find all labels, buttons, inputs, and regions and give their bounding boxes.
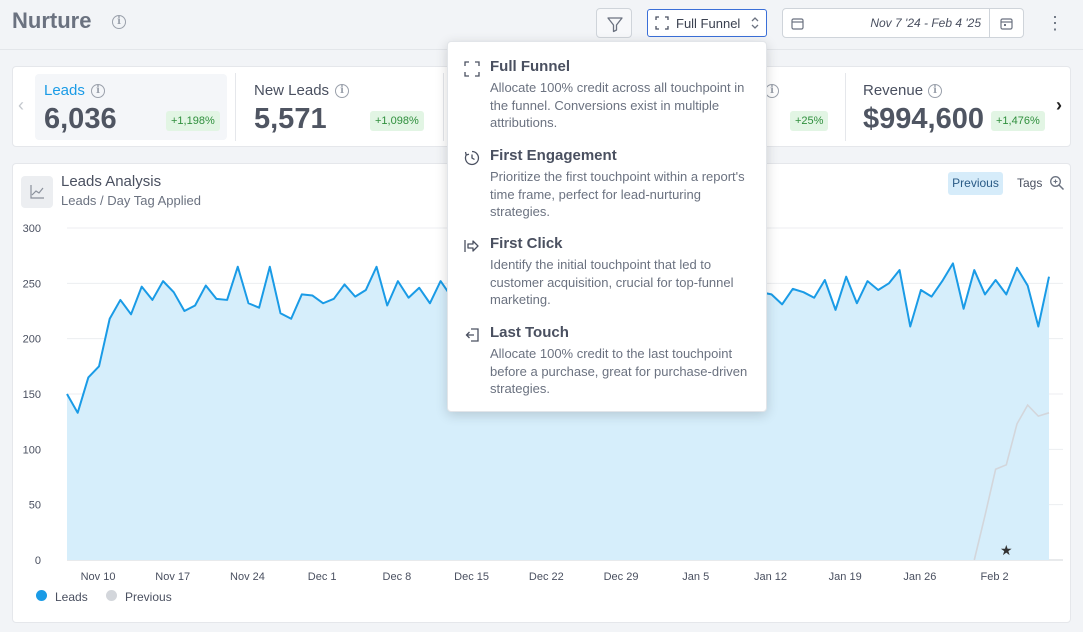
kpi-card-revenue[interactable]: Revenue i $994,600 +1,476% [854,74,1049,140]
legend-label: Leads [55,590,88,604]
full-funnel-icon [655,16,669,30]
x-tick-label: Dec 15 [454,571,489,583]
kpi-value: $994,600 [863,103,984,135]
x-tick-label: Dec 8 [383,571,412,583]
legend-label: Previous [125,590,172,604]
x-tick-label: Jan 26 [903,571,936,583]
more-options-icon[interactable]: ⋮ [1046,13,1064,33]
kpi-name: Leads [44,82,85,99]
filter-button[interactable] [596,8,632,38]
page-title: Nurture [12,8,92,33]
first-engagement-icon [464,150,480,166]
attribution-model-select[interactable]: Full Funnel [647,9,767,37]
chart-subtitle: Leads / Day Tag Applied [61,193,201,208]
y-tick-label: 250 [23,278,41,290]
kpi-card-new-leads[interactable]: New Leads i 5,571 +1,098% [245,74,437,140]
full-funnel-icon [464,61,480,77]
kpi-change-badge: +1,098% [370,111,424,131]
info-icon[interactable]: i [335,84,349,98]
kpi-value: 5,571 [254,103,327,135]
kpi-change-badge: +1,476% [991,111,1045,131]
x-tick-label: Nov 24 [230,571,265,583]
calendar-icon [791,18,804,30]
option-description: Allocate 100% credit to the last touchpo… [490,346,748,396]
y-tick-label: 300 [23,223,41,235]
kpi-change-badge: +1,198% [166,111,220,131]
zoom-icon[interactable] [1049,175,1065,191]
annotation-star-icon: ★ [1000,543,1013,559]
option-title: Full Funnel [490,58,570,75]
chevron-updown-icon [751,17,759,29]
attribution-model-label: Full Funnel [676,16,741,31]
option-title: First Click [490,235,563,252]
kpi-card-leads[interactable]: Leads i 6,036 +1,198% [35,74,227,140]
kpi-name: New Leads [254,82,330,99]
date-range-picker[interactable]: Nov 7 '24 - Feb 4 '25 [782,8,1024,38]
info-icon[interactable]: i [928,84,942,98]
y-tick-label: 50 [29,500,41,512]
info-icon[interactable]: i [765,84,779,98]
first-click-icon [464,240,479,252]
x-tick-label: Jan 12 [754,571,787,583]
chart-type-icon[interactable] [21,176,53,208]
x-tick-label: Jan 5 [682,571,709,583]
kpi-divider [845,73,846,141]
kpi-value: 6,036 [44,103,117,135]
kpi-name: Revenue [863,82,924,99]
info-icon[interactable]: i [91,84,105,98]
info-icon[interactable]: i [112,15,126,29]
top-bar: Nurture i Full Funnel Nov 7 '24 - Feb 4 … [0,0,1083,50]
kpi-change-badge: +25% [790,111,829,131]
x-tick-label: Dec 22 [529,571,564,583]
x-tick-label: Dec 1 [308,571,337,583]
filter-icon [607,17,623,33]
date-divider [989,9,990,37]
x-tick-label: Feb 2 [981,571,1009,583]
option-title: Last Touch [490,324,569,341]
y-tick-label: 200 [23,334,41,346]
kpi-card-hidden[interactable]: i +25% [753,74,833,140]
legend-swatch [36,590,47,601]
kpi-prev-icon[interactable]: ‹ [18,95,24,115]
date-range-text: Nov 7 '24 - Feb 4 '25 [870,16,981,30]
attribution-model-menu: Full Funnel Allocate 100% credit across … [447,41,767,412]
legend-swatch [106,590,117,601]
chart-title: Leads Analysis [61,173,162,190]
y-tick-label: 0 [35,555,41,567]
kpi-next-icon[interactable]: › [1056,95,1062,115]
option-title: First Engagement [490,147,617,164]
option-description: Prioritize the first touchpoint within a… [490,169,745,219]
y-tick-label: 150 [23,389,41,401]
x-tick-label: Dec 29 [604,571,639,583]
kpi-divider [443,73,444,141]
kpi-divider [235,73,236,141]
tags-button[interactable]: Tags [1017,176,1043,190]
last-touch-icon [465,328,479,342]
previous-toggle-button[interactable]: Previous [948,172,1003,195]
option-description: Identify the initial touchpoint that led… [490,257,734,307]
y-tick-label: 100 [23,444,41,456]
x-tick-label: Nov 17 [155,571,190,583]
calendar-picker-icon[interactable] [1000,17,1013,30]
option-description: Allocate 100% credit across all touchpoi… [490,80,745,130]
previous-series-line [973,403,1050,561]
x-tick-label: Jan 19 [829,571,862,583]
x-tick-label: Nov 10 [81,571,116,583]
